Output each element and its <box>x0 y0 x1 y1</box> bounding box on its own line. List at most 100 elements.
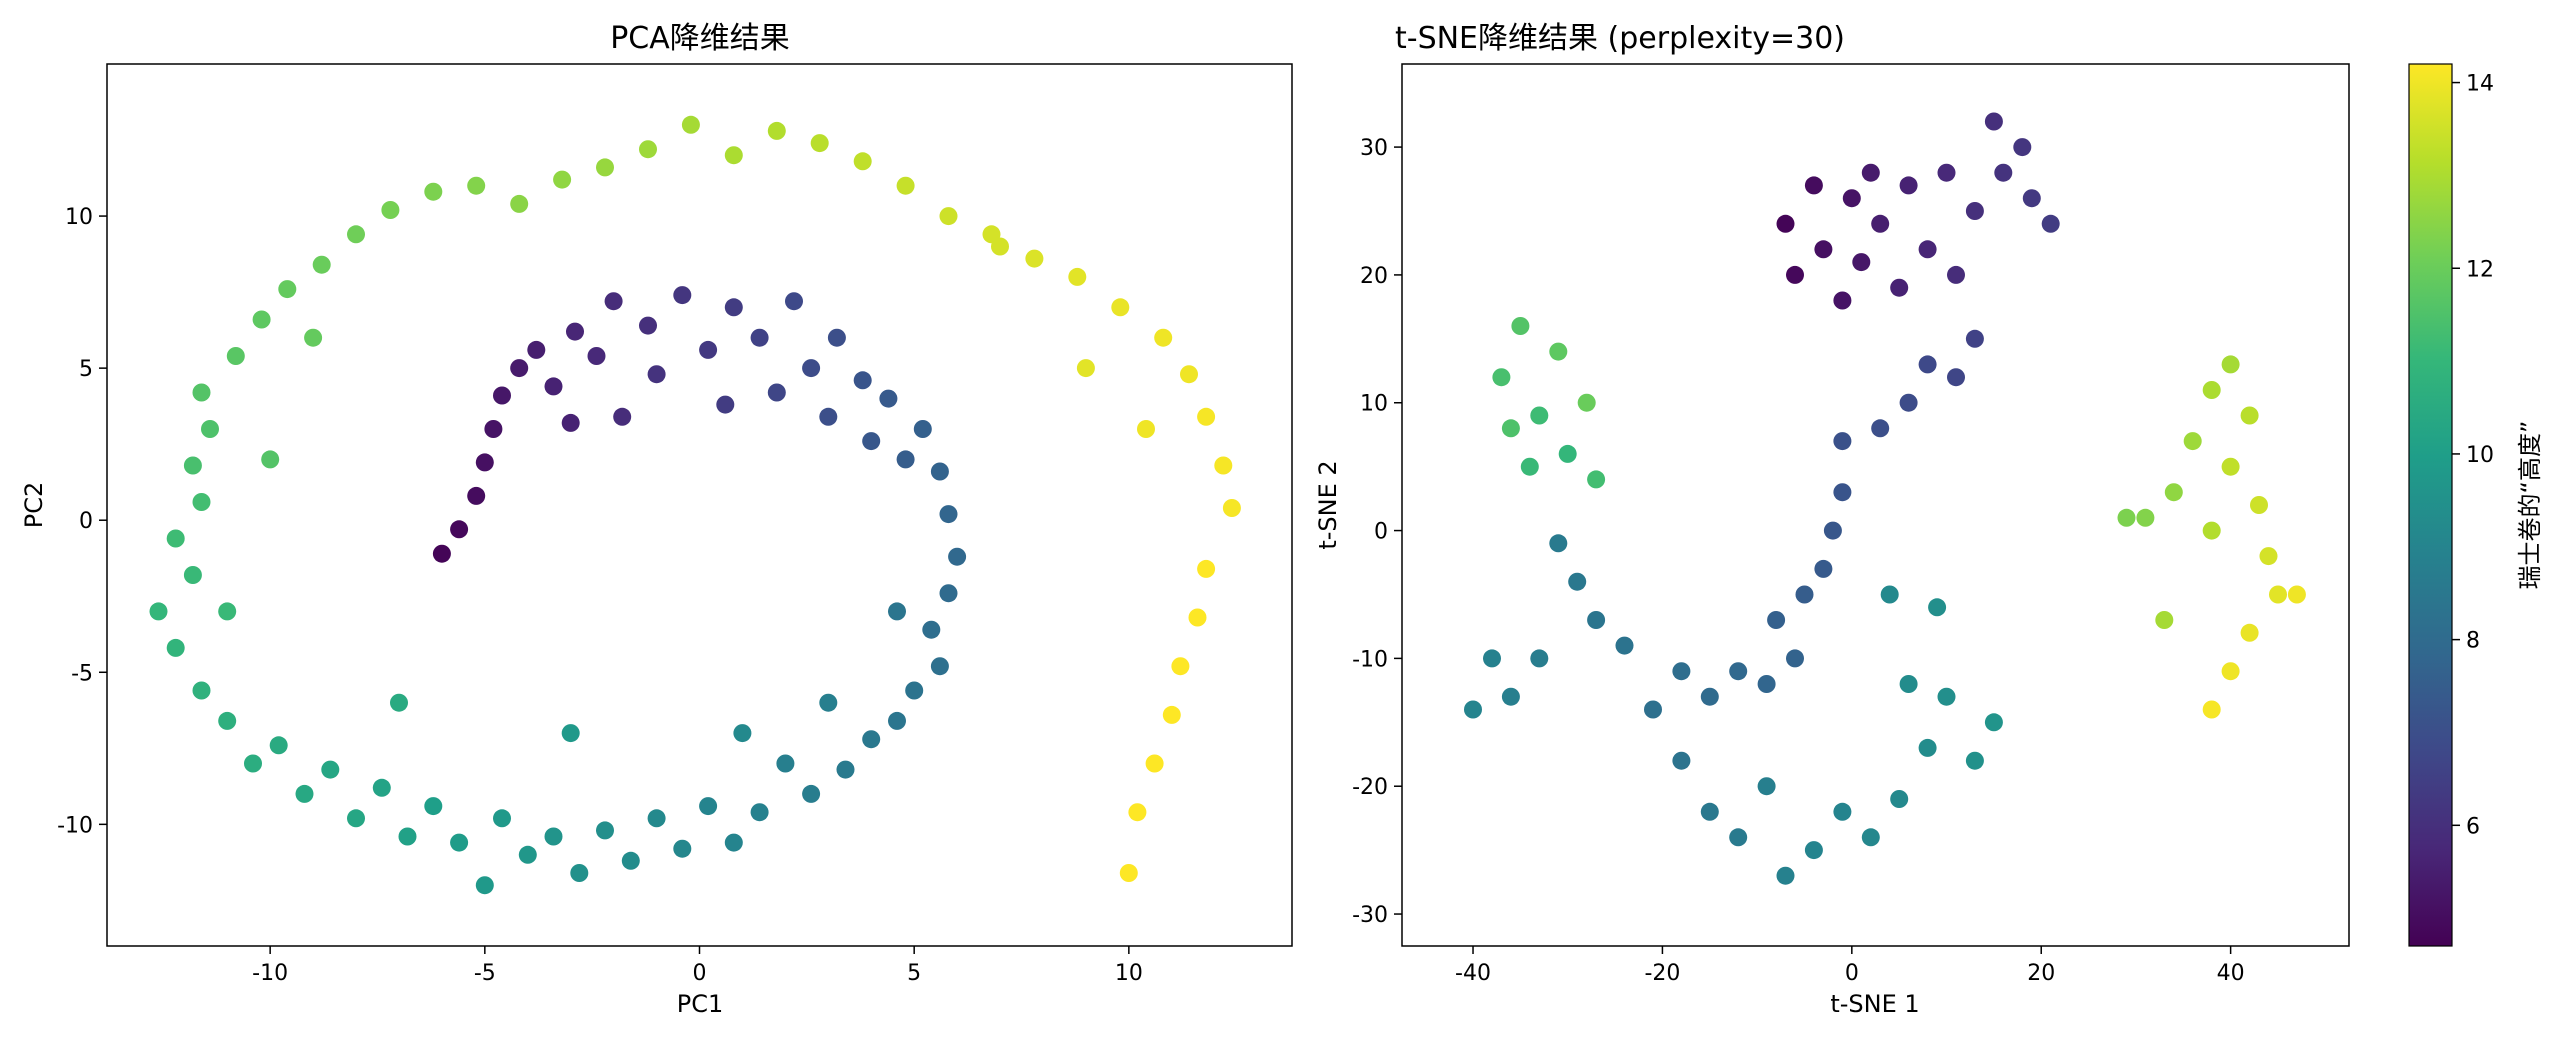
pca-point <box>544 377 563 396</box>
pca-point <box>922 620 941 639</box>
tsne-point <box>1549 342 1568 361</box>
tsne-point <box>1501 687 1520 706</box>
pca-point <box>802 784 821 803</box>
tsne-point <box>1577 393 1596 412</box>
tsne-point <box>2155 611 2174 629</box>
tsne-xtick-label: -20 <box>1644 961 1680 986</box>
tsne-point <box>1918 355 1937 374</box>
pca-point <box>1025 249 1044 268</box>
pca-point <box>647 365 666 384</box>
pca-point <box>776 754 795 773</box>
pca-point <box>183 456 202 475</box>
pca-point <box>484 420 503 438</box>
tsne-point <box>1558 444 1577 463</box>
pca-point <box>218 602 237 621</box>
tsne-point <box>1984 713 2003 732</box>
pca-point <box>948 547 967 566</box>
tsne-point <box>1880 585 1899 604</box>
tsne-point <box>2164 483 2183 502</box>
tsne-point <box>2202 381 2221 399</box>
tsne-point <box>1965 202 1984 220</box>
pca-point <box>673 839 692 858</box>
tsne-point <box>2136 508 2155 527</box>
pca-point <box>802 359 821 378</box>
tsne-point <box>1804 176 1823 195</box>
pca-xtick-label: 10 <box>1115 961 1143 986</box>
tsne-point <box>1994 163 2013 182</box>
pca-points <box>149 115 1241 895</box>
tsne-point <box>2183 432 2202 451</box>
pca-point <box>810 134 829 153</box>
tsne-point <box>1965 329 1984 348</box>
tsne-point <box>1833 291 1852 310</box>
pca-point <box>587 347 606 365</box>
pca-point <box>510 194 529 213</box>
pca-point <box>613 407 632 426</box>
tsne-point <box>1464 700 1482 719</box>
tsne-point <box>2240 406 2259 425</box>
pca-point <box>192 383 211 402</box>
pca-point <box>673 286 692 305</box>
pca-point <box>278 280 297 299</box>
pca-point <box>252 310 271 329</box>
pca-point <box>467 486 486 505</box>
pca-point <box>166 529 185 548</box>
pca-point <box>939 505 958 524</box>
pca-point <box>930 462 949 481</box>
tsne-xtick-label: 20 <box>2027 961 2055 986</box>
tsne-point <box>1767 611 1786 629</box>
tsne-point <box>1786 265 1804 284</box>
pca-point <box>1162 705 1181 724</box>
tsne-title: t-SNE降维结果 (perplexity=30) <box>1395 21 1845 56</box>
pca-point <box>888 602 906 621</box>
tsne-point <box>1786 649 1804 668</box>
tsne-point <box>2202 700 2221 719</box>
pca-point <box>1119 864 1138 882</box>
pca-point <box>1076 359 1095 378</box>
pca-point <box>244 754 262 773</box>
pca-point <box>467 176 486 195</box>
tsne-points <box>1464 112 2306 885</box>
tsne-point <box>1530 406 1549 425</box>
pca-point <box>819 693 838 712</box>
tsne-point <box>1757 675 1776 693</box>
tsne-point <box>1501 419 1520 438</box>
pca-plot-frame <box>106 63 1293 947</box>
tsne-point <box>2287 585 2306 604</box>
tsne-point <box>2202 521 2221 540</box>
tsne-ytick-label: 10 <box>1360 392 1388 417</box>
colorbar-ticks: 6 8 10 12 14 <box>2452 72 2494 839</box>
tsne-point <box>1918 738 1937 757</box>
tsne-point <box>1568 572 1587 591</box>
pca-xtick-label: -10 <box>252 961 288 986</box>
pca-point <box>372 778 391 797</box>
pca-ytick-label: -5 <box>71 661 93 686</box>
tsne-plot-frame <box>1401 63 2350 947</box>
tsne-point <box>1871 214 1890 233</box>
pca-point <box>201 420 219 438</box>
pca-point <box>1188 608 1207 627</box>
tsne-point <box>1899 176 1918 195</box>
pca-ytick-label: 5 <box>79 357 93 382</box>
tsne-point <box>1852 253 1871 272</box>
colorbar-tick-label: 10 <box>2466 443 2494 468</box>
pca-point <box>991 237 1009 256</box>
pca-point <box>913 420 932 438</box>
tsne-point <box>1672 751 1691 770</box>
tsne-point <box>2022 189 2041 208</box>
tsne-point <box>1928 598 1947 617</box>
pca-point <box>269 736 288 755</box>
pca-point <box>381 201 400 219</box>
pca-point <box>553 170 572 189</box>
tsne-point <box>1757 777 1776 796</box>
tsne-point <box>1492 368 1511 387</box>
pca-point <box>699 340 718 359</box>
tsne-point <box>1947 368 1965 387</box>
tsne-point <box>1700 802 1719 821</box>
pca-panel: PCA降维结果 -10 -5 0 5 10 -10 -5 0 5 10 PC1 PC2 <box>20 21 1293 1018</box>
pca-point <box>432 544 451 563</box>
pca-point <box>724 833 743 852</box>
tsne-point <box>2117 508 2136 527</box>
pca-point <box>1111 298 1130 317</box>
pca-xtick-label: 0 <box>693 961 707 986</box>
